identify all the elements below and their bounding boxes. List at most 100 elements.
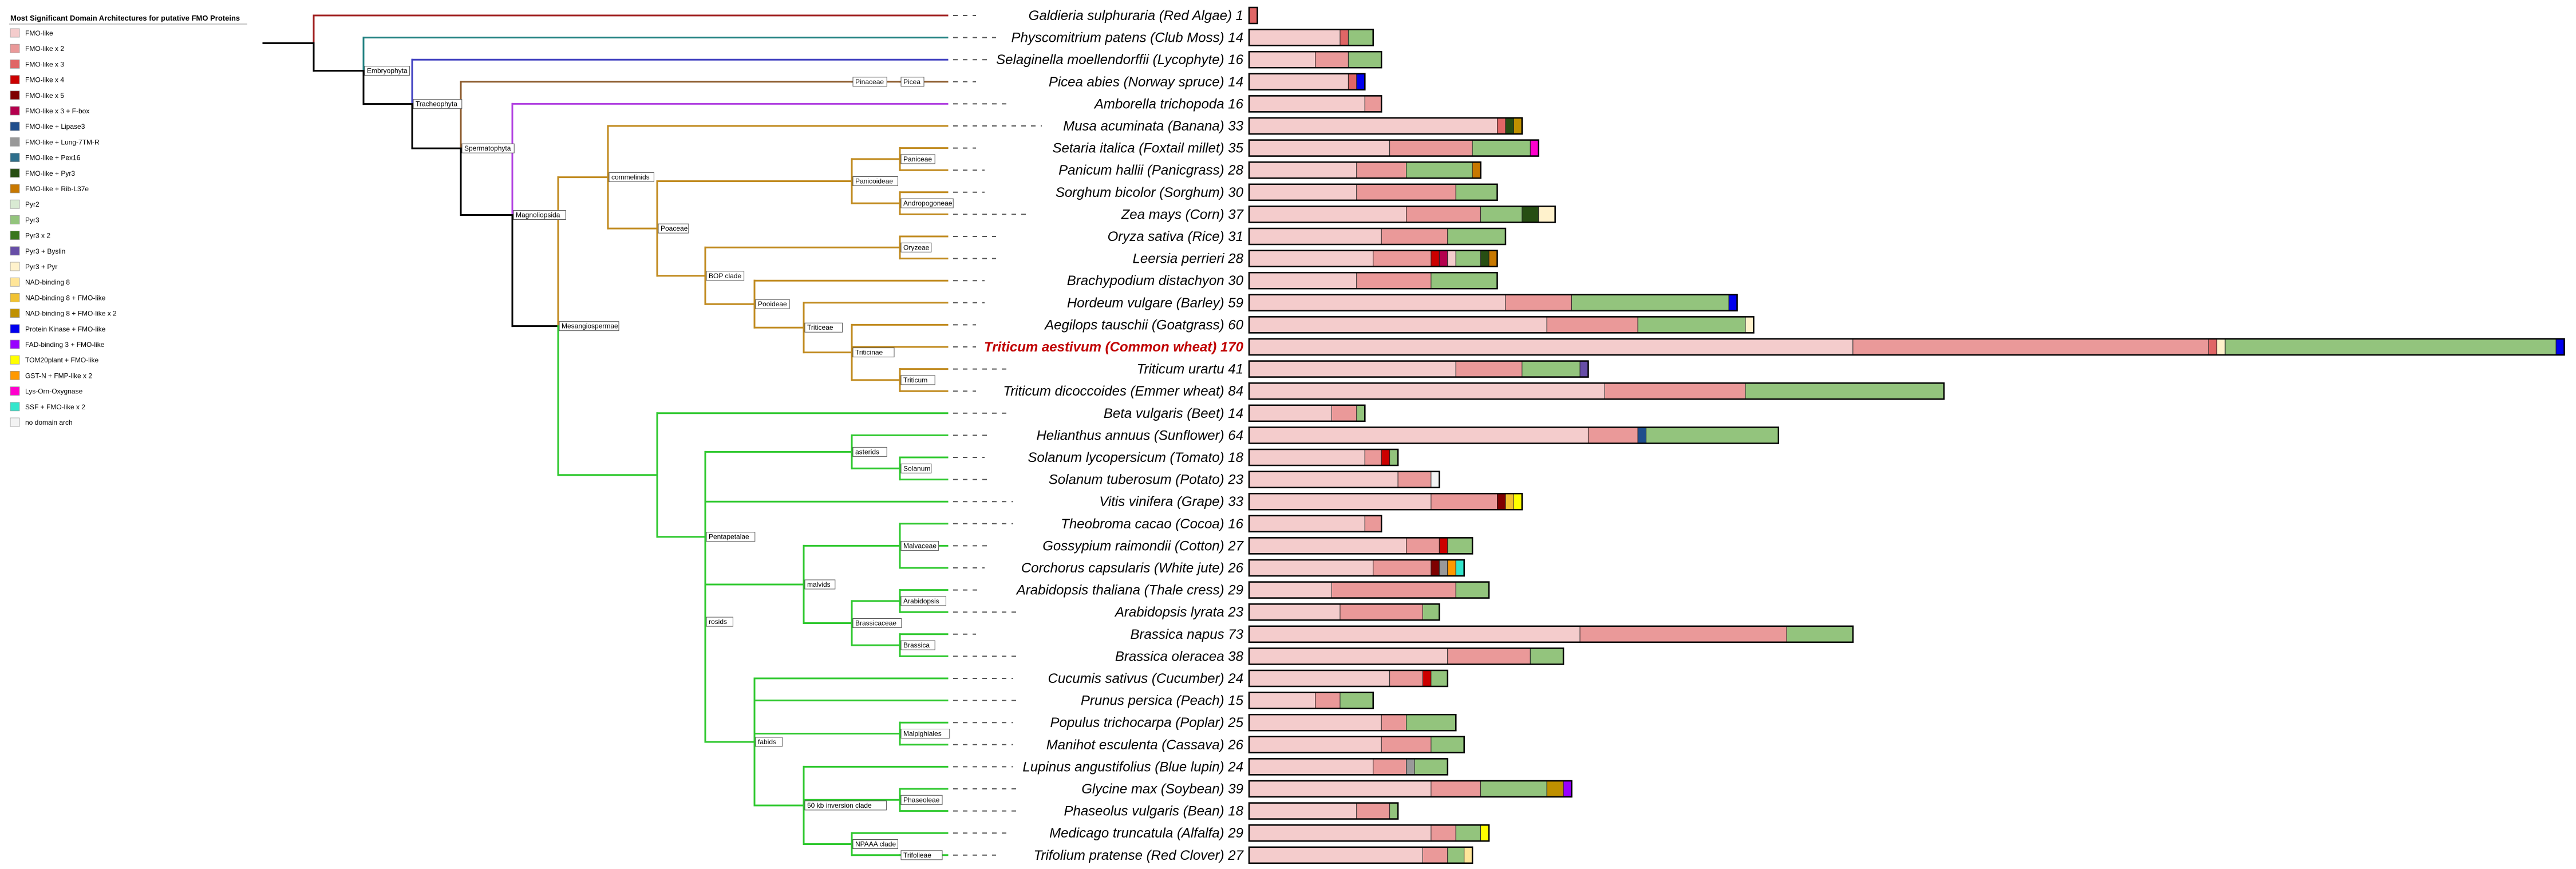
species-sep [1224, 384, 1228, 399]
bar-segment-brachypodium-distachyon-fmo-like-x-2 [1356, 272, 1432, 289]
species-sep [1224, 516, 1228, 532]
species-name: Amborella trichopoda [1093, 96, 1224, 112]
bar-segment-phaseolus-vulgaris-pyr3 [1389, 803, 1398, 820]
species-sep [1224, 406, 1228, 421]
species-name: Populus trichocarpa (Poplar) [1050, 715, 1224, 730]
bar-segment-triticum-aestivum-fmo-like-x-3 [2208, 338, 2218, 356]
bar-segment-helianthus-annuus-fmo-like [1249, 426, 1589, 444]
species-label-solanum-tuberosum: Solanum tuberosum (Potato) 23 [1049, 472, 1244, 488]
species-total: 27 [1227, 848, 1244, 863]
species-sep [1224, 295, 1228, 311]
clade-label-phaseoleae: Phaseoleae [903, 796, 940, 804]
bar-segment-hordeum-vulgare-protein-kinase-fmo-like [1728, 294, 1738, 311]
bar-segment-gossypium-raimondii-pyr3 [1447, 537, 1473, 554]
bar-outline-hordeum-vulgare [1248, 294, 1738, 312]
legend-label-fmo-like-x-3-f-box: FMO-like x 3 + F-box [25, 107, 89, 115]
clade-label-triticum: Triticum [903, 376, 927, 384]
clade-box-triticeae [804, 322, 843, 333]
clade-label-inversion50kb: 50 kb inversion clade [807, 801, 872, 809]
species-name: Medicago truncatula (Alfalfa) [1049, 825, 1224, 841]
bar-segment-beta-vulgaris-fmo-like [1249, 405, 1332, 422]
bar-segment-solanum-lycopersicum-fmo-like-x-4 [1381, 449, 1390, 466]
legend-label-fmo-like-lipase3: FMO-like + Lipase3 [25, 123, 85, 131]
legend-swatch-gst-n-fmp-like-x-2 [10, 371, 20, 380]
bar-segment-leersia-perrieri-fmo-like-x-2 [1373, 250, 1432, 267]
bar-segment-solanum-lycopersicum-pyr3 [1389, 449, 1398, 466]
clade-label-triticinae: Triticinae [855, 349, 883, 357]
bar-segment-arabidopsis-lyrata-fmo-like [1249, 603, 1341, 621]
species-label-cucumis-sativus: Cucumis sativus (Cucumber) 24 [1048, 671, 1243, 686]
clade-label-commelinids: commelinids [611, 173, 650, 181]
bar-segment-selaginella-moellendorffii-fmo-like [1249, 51, 1316, 68]
clade-box-panicoideae [852, 176, 898, 186]
species-total: 1 [1236, 8, 1243, 23]
clade-box-arabidopsis [900, 596, 946, 606]
species-sep [1224, 848, 1228, 863]
bar-outline-gossypium-raimondii [1248, 537, 1473, 555]
bar-segment-triticum-aestivum-protein-kinase-fmo-like [2555, 338, 2565, 356]
species-name: Triticum aestivum (Common wheat) [984, 339, 1216, 355]
legend-swatch-fmo-like-x-2 [10, 44, 20, 53]
bar-segment-leersia-perrieri-fmo-like-pyr3 [1480, 250, 1490, 267]
species-sep [1224, 118, 1228, 134]
legend-swatch-fmo-like-x-3-f-box [10, 106, 20, 116]
bar-outline-triticum-dicoccoides [1248, 382, 1945, 400]
clade-box-pentapetalae [706, 532, 756, 542]
bar-segment-glycine-max-fmo-like-x-2 [1431, 780, 1481, 797]
bar-outline-lupinus-angustifolius [1248, 758, 1449, 776]
species-name: Selaginella moellendorffii (Lycophyte) [996, 52, 1224, 68]
clade-label-fabids: fabids [758, 738, 776, 746]
legend-swatch-lys-orn-oxygnase [10, 386, 20, 396]
species-label-medicago-truncatula: Medicago truncatula (Alfalfa) 29 [1049, 825, 1243, 841]
bar-segment-brassica-oleracea-fmo-like-x-2 [1447, 647, 1531, 665]
bar-segment-helianthus-annuus-fmo-like-x-2 [1587, 426, 1638, 444]
bar-segment-medicago-truncatula-fmo-like [1249, 824, 1432, 842]
bar-outline-helianthus-annuus [1248, 426, 1780, 444]
species-total: 84 [1228, 384, 1243, 399]
bar-segment-trifolium-pratense-fmo-like-x-2 [1422, 847, 1448, 864]
species-total: 28 [1227, 251, 1243, 267]
species-label-lupinus-angustifolius: Lupinus angustifolius (Blue lupin) 24 [1022, 759, 1243, 775]
clade-label-brassicaceae: Brassicaceae [855, 619, 896, 627]
species-name: Cucumis sativus (Cucumber) [1048, 671, 1224, 686]
species-label-aegilops-tauschii: Aegilops tauschii (Goatgrass) 60 [1044, 317, 1244, 333]
species-label-amborella-trichopoda: Amborella trichopoda 16 [1093, 96, 1244, 112]
bar-segment-triticum-dicoccoides-fmo-like [1249, 382, 1605, 400]
bar-outline-solanum-tuberosum [1248, 471, 1440, 488]
species-label-prunus-persica: Prunus persica (Peach) 15 [1081, 693, 1244, 709]
species-name: Galdieria sulphuraria (Red Algae) [1029, 8, 1232, 23]
bar-segment-oryza-sativa-fmo-like-x-2 [1381, 228, 1448, 245]
clade-label-pooideae: Pooideae [758, 300, 787, 308]
species-name: Brachypodium distachyon [1067, 273, 1224, 289]
clade-label-brassica: Brassica [903, 641, 930, 649]
clade-label-oryzeae: Oryzeae [903, 243, 930, 251]
bar-outline-galdieria-sulphuraria [1248, 6, 1258, 25]
species-name: Musa acuminata (Banana) [1063, 118, 1224, 134]
species-total: 64 [1228, 428, 1243, 443]
clade-label-rosids: rosids [709, 618, 727, 626]
bar-segment-corchorus-capsularis-fmo-like-lung-7tm-r [1439, 559, 1448, 576]
bar-segment-musa-acuminata-fmo-like-pyr3 [1505, 117, 1514, 135]
species-total: 14 [1228, 30, 1243, 46]
species-name: Glycine max (Soybean) [1081, 781, 1224, 797]
clade-box-malvaceae [900, 540, 939, 551]
bar-segment-solanum-lycopersicum-fmo-like [1249, 449, 1365, 466]
legend-label-pyr2: Pyr2 [25, 200, 39, 208]
legend-swatch-fmo-like-pex16 [10, 153, 20, 163]
bar-segment-brassica-napus-pyr3 [1786, 626, 1854, 643]
species-sep [1224, 825, 1228, 841]
species-total: 38 [1228, 649, 1243, 664]
legend-swatch-tom20plant-fmo-like [10, 355, 20, 365]
bar-segment-theobroma-cacao-fmo-like [1249, 515, 1365, 532]
bar-segment-triticum-urartu-pyr3-byslin [1579, 361, 1589, 378]
species-sep [1224, 207, 1228, 222]
bar-segment-brachypodium-distachyon-pyr3 [1431, 272, 1498, 289]
legend-swatch-ssf-fmo-like-x-2 [10, 402, 20, 412]
bar-segment-triticum-urartu-fmo-like [1249, 361, 1456, 378]
species-sep [1224, 273, 1228, 289]
species-label-brassica-oleracea: Brassica oleracea 38 [1115, 649, 1244, 664]
clade-label-embryophyta: Embryophyta [367, 67, 408, 75]
clade-label-triticeae: Triticeae [807, 323, 833, 331]
species-label-selaginella-moellendorffii: Selaginella moellendorffii (Lycophyte) 1… [996, 52, 1243, 68]
species-total: 30 [1228, 185, 1243, 200]
